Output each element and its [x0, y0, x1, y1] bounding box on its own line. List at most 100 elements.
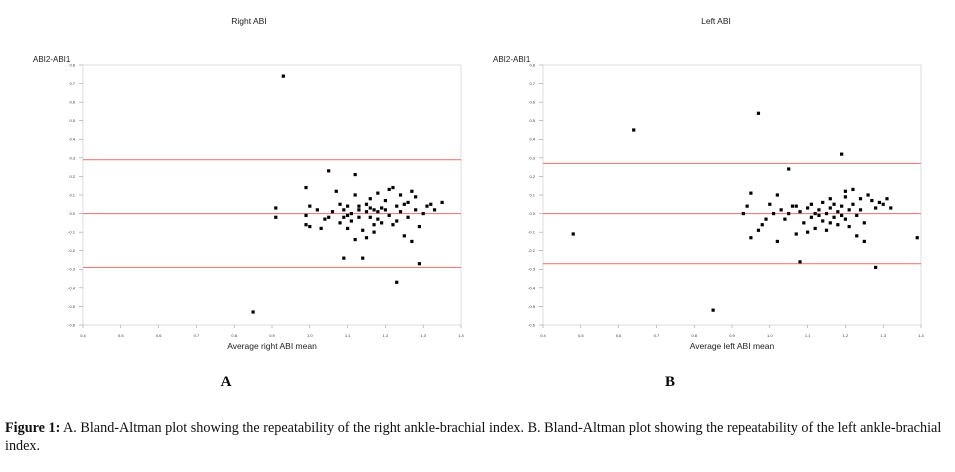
y-tick-label: -0.4 [528, 285, 536, 290]
chart-title: Left ABI [701, 16, 731, 26]
x-tick-label: 1.0 [307, 333, 313, 338]
y-tick-label: 0.4 [69, 137, 75, 142]
data-point [395, 204, 399, 208]
data-point [843, 195, 847, 199]
data-point [364, 202, 369, 206]
data-point [353, 172, 357, 177]
data-point [798, 260, 802, 264]
data-point [380, 206, 384, 210]
data-point [417, 262, 422, 266]
data-point [711, 308, 715, 312]
y-tick-label: 0.6 [529, 100, 535, 105]
data-point [357, 208, 361, 212]
data-point [862, 221, 866, 225]
data-point [274, 206, 278, 210]
data-point [395, 280, 399, 284]
data-point [840, 213, 844, 218]
data-point [395, 219, 399, 223]
chart-right-abi: Right ABI ABI2-ABI1 0.80.70.60.50.40.30.… [33, 16, 465, 390]
data-point [368, 206, 372, 210]
data-point [368, 197, 372, 201]
x-tick-label: 0.6 [156, 333, 162, 338]
data-point [281, 74, 285, 78]
data-point [858, 197, 863, 201]
data-point [387, 187, 391, 192]
data-point [874, 265, 878, 270]
data-point [870, 198, 874, 203]
x-tick-label: 0.7 [194, 333, 200, 338]
data-point [836, 223, 840, 227]
data-point [429, 202, 433, 206]
y-axis-ticks: 0.8 0.7 0.6 0.5 0.4 0.3 0.2 0.1 0.0 -0.1 -0.2 -0.3 -… [528, 62, 543, 327]
data-point [768, 202, 772, 206]
data-point [372, 223, 376, 227]
y-tick-label: 0.6 [69, 100, 75, 105]
data-point [383, 208, 387, 212]
data-point [327, 169, 331, 173]
x-axis-label: Average right ABI mean [227, 341, 317, 351]
data-point [790, 204, 795, 208]
data-point [410, 239, 414, 244]
data-point [342, 256, 346, 260]
y-tick-label: -0.4 [68, 285, 76, 290]
data-point [376, 210, 380, 214]
x-tick-label: 0.8 [691, 333, 697, 338]
data-point [376, 191, 380, 195]
y-tick-label: -0.5 [68, 304, 76, 309]
y-tick-label: 0.1 [529, 192, 535, 197]
data-point [783, 217, 787, 221]
data-point [391, 223, 395, 227]
x-tick-label: 0.4 [540, 333, 546, 338]
data-point [828, 197, 832, 201]
data-point [775, 193, 779, 197]
plot-frame [542, 64, 922, 326]
data-point [847, 208, 851, 212]
data-point [410, 189, 414, 193]
data-point [764, 217, 768, 221]
y-tick-label: -0.1 [68, 230, 76, 235]
x-axis-ticks: 0.4 0.5 0.6 0.7 0.8 0.9 1.0 1.1 1.2 1.3 1.4 [540, 325, 925, 338]
data-point [915, 236, 919, 240]
data-point [809, 215, 813, 219]
y-axis-label: ABI2-ABI1 [493, 55, 531, 64]
x-tick-label: 0.9 [729, 333, 735, 338]
data-point [398, 193, 403, 197]
data-point [824, 228, 829, 232]
data-point [775, 239, 779, 244]
x-tick-label: 1.2 [843, 333, 849, 338]
y-tick-label: -0.5 [528, 304, 536, 309]
data-point [380, 221, 384, 225]
data-point [802, 221, 806, 225]
x-tick-label: 1.1 [805, 333, 811, 338]
data-point [353, 237, 357, 242]
data-point [417, 224, 422, 229]
data-points [251, 74, 444, 314]
data-point [338, 221, 342, 225]
data-point [327, 215, 331, 219]
data-point [432, 208, 437, 212]
x-tick-label: 0.5 [118, 333, 124, 338]
data-point [440, 200, 444, 205]
data-point [361, 228, 365, 232]
data-point [349, 219, 353, 223]
data-point [372, 230, 376, 234]
data-point [353, 193, 357, 197]
data-point [756, 228, 761, 232]
y-tick-label: -0.3 [68, 267, 76, 272]
y-tick-label: 0.2 [69, 174, 75, 179]
y-tick-label: -0.6 [528, 322, 536, 327]
x-tick-label: 1.4 [918, 333, 924, 338]
data-point [787, 167, 791, 171]
x-tick-label: 1.4 [458, 333, 464, 338]
y-axis-label: ABI2-ABI1 [33, 55, 71, 64]
data-point [274, 215, 278, 219]
data-point [858, 208, 863, 212]
y-tick-label: 0.7 [529, 81, 535, 86]
data-point [357, 215, 361, 219]
y-tick-label: 0.8 [529, 62, 535, 67]
data-point [338, 202, 342, 206]
y-tick-label: 0.0 [529, 211, 535, 216]
data-point [756, 111, 761, 115]
data-point [406, 200, 410, 205]
data-point [251, 310, 255, 314]
